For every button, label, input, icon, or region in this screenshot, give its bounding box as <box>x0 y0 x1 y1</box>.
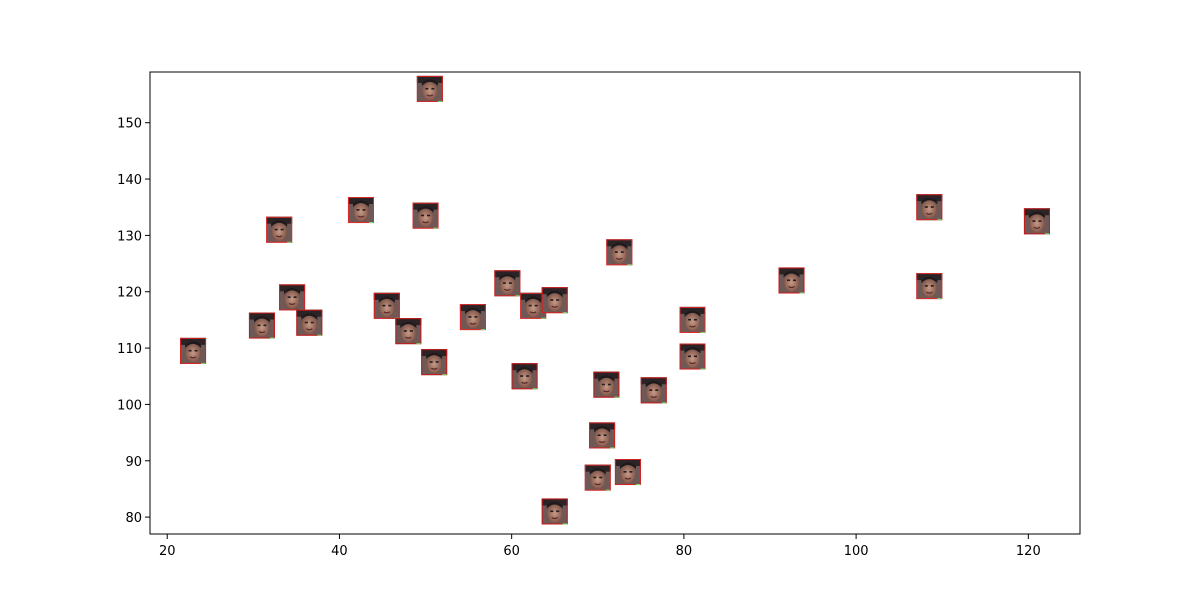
face-marker-icon <box>416 75 443 102</box>
face-marker-icon <box>541 498 568 525</box>
face-marker-icon <box>679 343 706 370</box>
face-marker-icon <box>266 216 293 243</box>
face-marker-icon <box>606 239 633 266</box>
face-marker-icon <box>541 287 568 314</box>
face-marker-icon <box>584 464 611 491</box>
face-marker-icon <box>279 284 306 311</box>
face-marker-icon <box>511 363 538 390</box>
data-points <box>180 75 1050 525</box>
face-marker-icon <box>347 197 374 224</box>
face-marker-icon <box>679 306 706 333</box>
y-tick-label: 90 <box>125 455 142 470</box>
face-marker-icon <box>395 318 422 345</box>
y-tick-label: 120 <box>117 286 142 301</box>
face-marker-icon <box>593 371 620 398</box>
face-marker-icon <box>1023 208 1050 235</box>
y-tick-label: 100 <box>117 398 142 413</box>
face-marker-icon <box>614 459 641 486</box>
x-tick-label: 40 <box>331 544 348 559</box>
face-marker-icon <box>421 349 448 376</box>
y-tick-label: 140 <box>117 173 142 188</box>
face-marker-icon <box>916 194 943 221</box>
y-tick-label: 80 <box>125 511 142 526</box>
face-marker-icon <box>412 202 439 229</box>
face-marker-icon <box>589 422 616 449</box>
face-marker-icon <box>180 337 207 364</box>
y-tick-label: 150 <box>117 117 142 132</box>
x-tick-label: 20 <box>159 544 176 559</box>
face-marker-icon <box>459 304 486 331</box>
y-tick-label: 110 <box>117 342 142 357</box>
face-marker-icon <box>494 270 521 297</box>
face-marker-icon <box>296 309 323 336</box>
face-marker-icon <box>373 292 400 319</box>
x-tick-label: 120 <box>1016 544 1041 559</box>
y-axis: 80 90 100 110 120 130 140 150 <box>117 117 150 526</box>
face-marker-icon <box>640 377 667 404</box>
x-tick-label: 60 <box>503 544 520 559</box>
face-marker-icon <box>778 267 805 294</box>
x-tick-label: 80 <box>676 544 693 559</box>
x-tick-label: 100 <box>844 544 869 559</box>
x-axis: 20 40 60 80 100 120 <box>159 534 1041 559</box>
face-marker-icon <box>916 273 943 300</box>
face-marker-icon <box>248 312 275 339</box>
y-tick-label: 130 <box>117 229 142 244</box>
